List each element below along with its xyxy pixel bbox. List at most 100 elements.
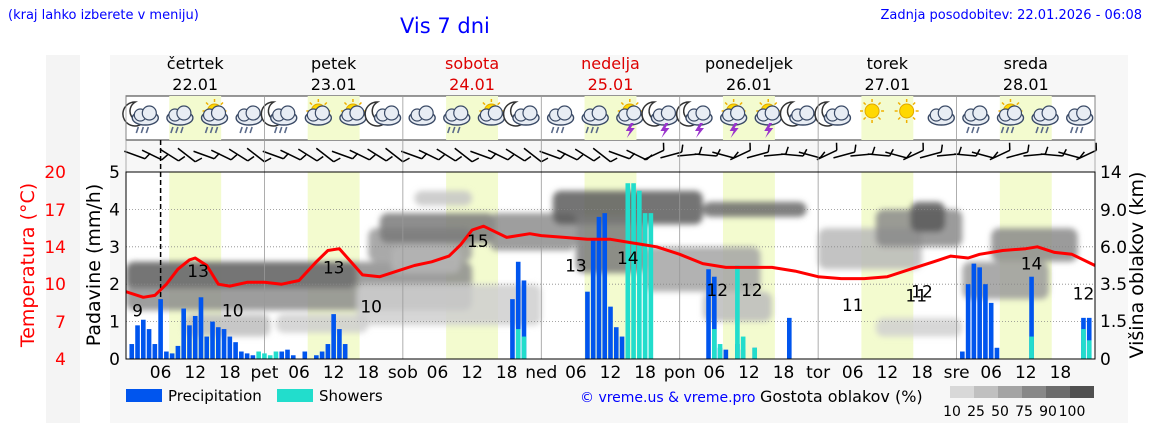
wind-barb bbox=[246, 147, 272, 163]
x-tick-label: 12 bbox=[600, 363, 622, 383]
cloud-height-tick-label: 9.0 bbox=[1100, 201, 1127, 221]
cloud-height-tick-label: 1.5 bbox=[1100, 312, 1127, 332]
credit-text: © vreme.us & vreme.pro bbox=[580, 390, 755, 406]
cloud-height-tick-label: 14 bbox=[1100, 163, 1122, 183]
cloud-density-value: 100 bbox=[1059, 404, 1086, 420]
wind-barb bbox=[159, 148, 186, 162]
temperature-line bbox=[125, 224, 1096, 299]
wind-barb bbox=[989, 142, 1011, 161]
precip-tick-label: 0 bbox=[109, 350, 120, 370]
cloud-density-area bbox=[414, 190, 473, 206]
precipitation-bar bbox=[602, 213, 608, 359]
temperature-tick-label: 10 bbox=[44, 275, 66, 295]
wind-barb bbox=[454, 147, 480, 163]
x-tick-label: 18 bbox=[357, 363, 379, 383]
precipitation-bar bbox=[988, 302, 994, 359]
wind-barb bbox=[523, 147, 549, 163]
cloud-density-area bbox=[183, 314, 271, 337]
wind-barb bbox=[141, 149, 169, 161]
temperature-label: 12 bbox=[1073, 285, 1095, 305]
cloud-density-swatch bbox=[1070, 386, 1094, 398]
precipitation-bar bbox=[192, 315, 198, 359]
temperature-tick-label: 4 bbox=[55, 350, 66, 370]
showers-bar bbox=[1086, 340, 1092, 359]
x-tick-label: 18 bbox=[911, 363, 933, 383]
precipitation-bar bbox=[285, 349, 290, 359]
temperature-label: 10 bbox=[360, 298, 382, 318]
plot-frame bbox=[125, 171, 1096, 360]
temperature-label: 14 bbox=[617, 249, 639, 269]
temperature-tick-label: 20 bbox=[44, 163, 66, 183]
cloud-rain-icon bbox=[1065, 105, 1094, 134]
sun-cloud-icon bbox=[477, 99, 506, 126]
sun-cloud-icon bbox=[304, 99, 333, 126]
cloud-height-tick-label: 0 bbox=[1100, 350, 1111, 370]
legend-precip-swatch bbox=[126, 389, 162, 402]
cloud-density-swatch bbox=[998, 386, 1022, 398]
showers-bar bbox=[752, 347, 758, 359]
showers-bar bbox=[735, 265, 740, 359]
x-tick-label: 06 bbox=[427, 363, 449, 383]
sun-cloud-icon bbox=[339, 99, 367, 126]
showers-bar bbox=[1081, 329, 1086, 359]
cloud-density-area bbox=[702, 201, 807, 217]
precip-tick-label: 3 bbox=[109, 238, 120, 258]
precipitation-bar bbox=[319, 351, 325, 359]
location-hint: (kraj lahko izberete v meniju) bbox=[8, 8, 199, 23]
precipitation-bar bbox=[204, 336, 210, 359]
temperature-axis-label: Temperatura (°C) bbox=[17, 183, 39, 348]
cloud-density-swatch bbox=[1046, 386, 1070, 398]
cloud-rain-icon bbox=[581, 105, 609, 134]
precip-axis-label: Padavine (mm/h) bbox=[83, 184, 105, 347]
day-name: sobota bbox=[445, 54, 499, 73]
precipitation-bar bbox=[619, 336, 625, 359]
wind-barb bbox=[574, 148, 601, 162]
cloud-density-value: 90 bbox=[1039, 404, 1057, 420]
precipitation-bar bbox=[515, 261, 521, 359]
wind-barb bbox=[971, 151, 999, 159]
temperature-series-line bbox=[125, 224, 1096, 299]
wind-barb bbox=[557, 149, 584, 161]
day-name: petek bbox=[311, 54, 357, 73]
precipitation-bar bbox=[169, 353, 175, 359]
legend-showers-swatch bbox=[277, 389, 313, 402]
cloud-density-area bbox=[645, 246, 761, 292]
cloud-rain-icon bbox=[235, 105, 263, 134]
wind-barb bbox=[816, 142, 838, 161]
wind-barb bbox=[729, 142, 751, 161]
sun-storm-icon bbox=[616, 99, 644, 138]
wind-barb bbox=[487, 149, 515, 161]
precipitation-bar bbox=[210, 321, 215, 359]
precipitation-bar bbox=[279, 351, 285, 359]
showers-bar bbox=[1029, 336, 1034, 359]
precipitation-bar bbox=[960, 351, 965, 359]
precipitation-bar bbox=[723, 349, 729, 359]
precipitation-bar bbox=[596, 216, 602, 359]
precipitation-bar bbox=[140, 319, 146, 359]
precipitation-bar bbox=[233, 342, 238, 359]
precipitation-bar bbox=[331, 314, 336, 359]
chart-title: Vis 7 dni bbox=[400, 14, 490, 38]
precipitation-bar bbox=[239, 351, 244, 359]
temperature-label: 12 bbox=[741, 281, 763, 301]
showers-bar bbox=[717, 344, 723, 359]
precip-tick-label: 4 bbox=[109, 200, 120, 220]
moon-storm-icon bbox=[641, 101, 679, 138]
wind-barb bbox=[798, 151, 826, 159]
wind-barb bbox=[643, 142, 665, 161]
precip-tick-label: 5 bbox=[109, 163, 120, 183]
x-tick-label: 12 bbox=[323, 363, 345, 383]
wind-barb bbox=[228, 148, 255, 162]
moon-rain-icon bbox=[122, 101, 160, 134]
precipitation-bar bbox=[613, 327, 619, 359]
cloud-height-axis-label: Višina oblakov (km) bbox=[1126, 172, 1148, 359]
precipitation-bar bbox=[164, 351, 169, 359]
sun-icon bbox=[894, 99, 919, 123]
cloud-icon bbox=[408, 105, 436, 126]
cloud-density-value: 50 bbox=[991, 404, 1009, 420]
x-tick-label: tor bbox=[806, 363, 830, 383]
day-date: 23.01 bbox=[311, 75, 357, 94]
showers-bar bbox=[273, 351, 279, 359]
